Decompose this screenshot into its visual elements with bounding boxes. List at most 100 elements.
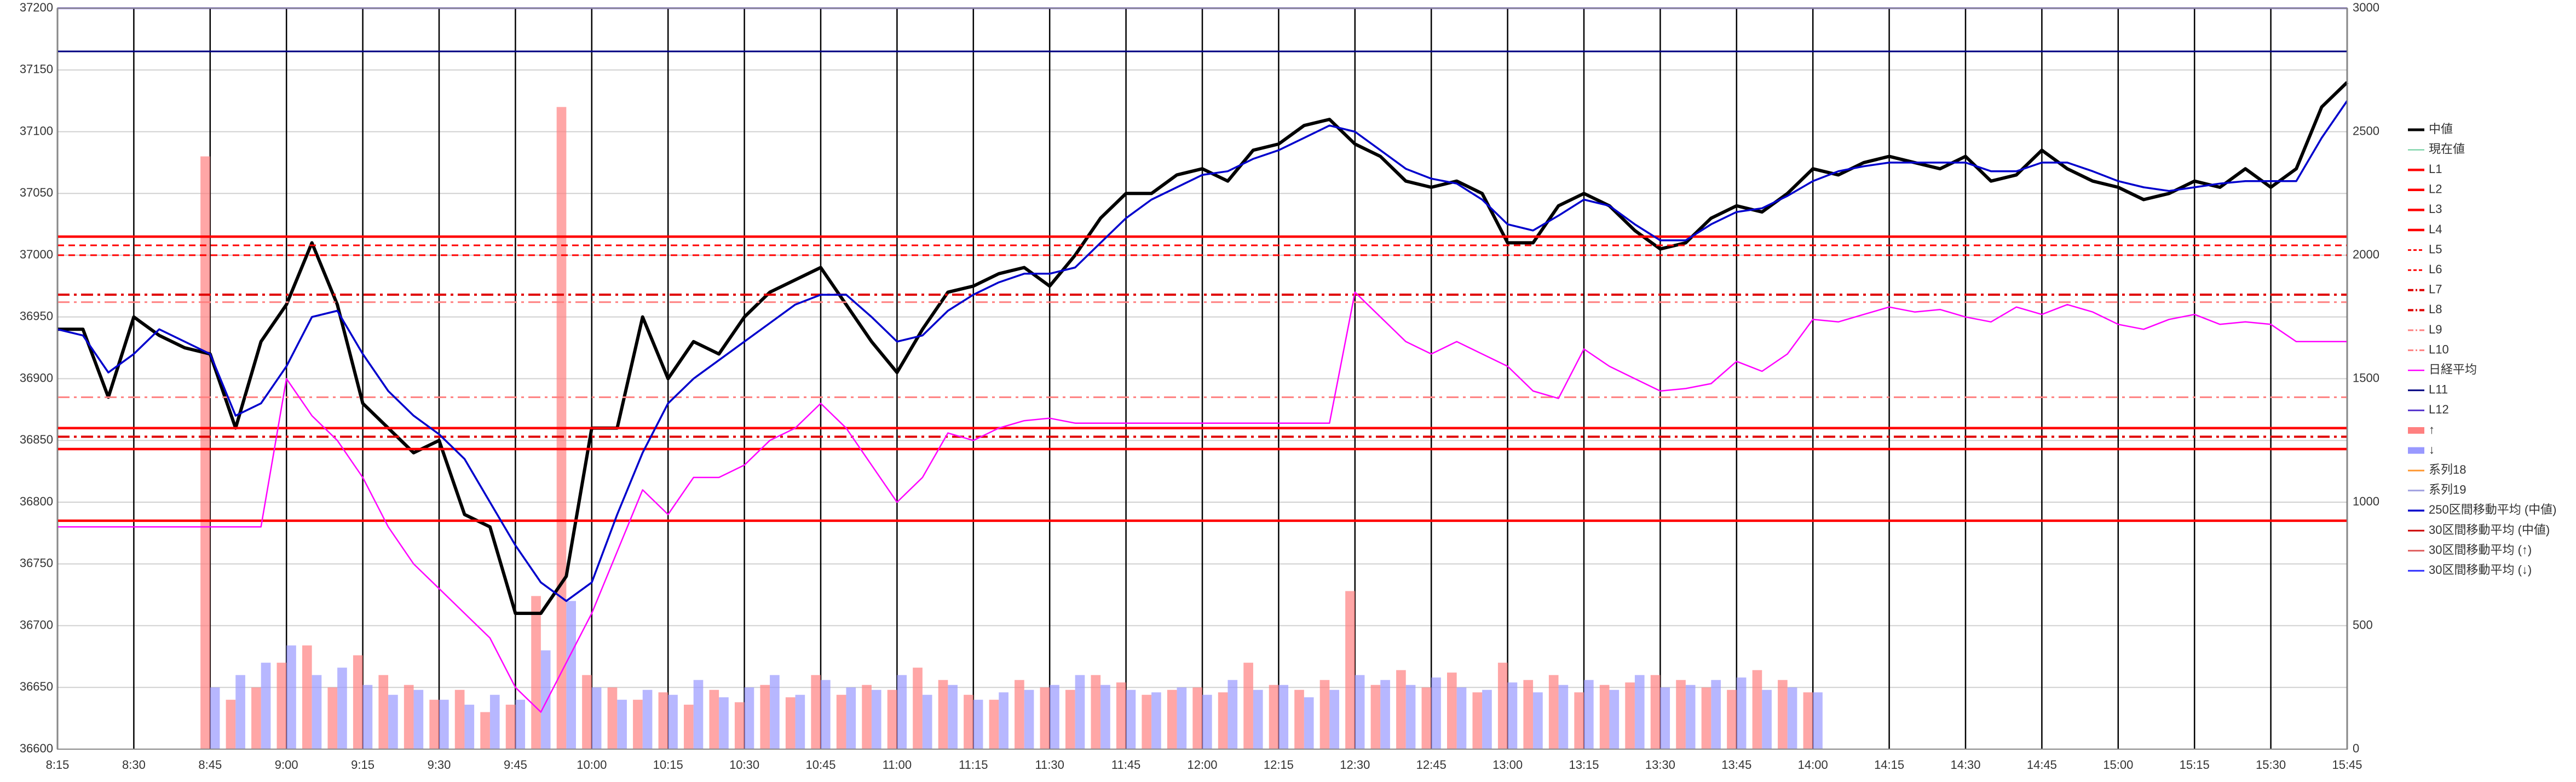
volume-bar: [693, 680, 704, 749]
volume-bar: [1015, 680, 1024, 749]
volume-bar: [973, 699, 983, 749]
volume-bar: [1548, 675, 1559, 749]
volume-bar: [1319, 680, 1330, 749]
series-line: [57, 100, 2348, 602]
y-tick-label: 37150: [20, 62, 53, 76]
volume-bar: [1167, 689, 1177, 749]
volume-bar: [1405, 685, 1416, 749]
legend-label: 30区間移動平均 (↑): [2429, 543, 2532, 556]
legend-label: L8: [2429, 302, 2442, 316]
legend-label: L9: [2429, 323, 2442, 336]
volume-bar: [1278, 685, 1289, 749]
volume-bar: [531, 596, 541, 749]
volume-bar: [429, 699, 439, 749]
volume-bar: [719, 697, 729, 749]
series-line: [57, 81, 2349, 615]
x-tick-label: 12:15: [1264, 758, 1294, 772]
volume-bar: [1533, 692, 1543, 749]
volume-bar: [362, 685, 373, 749]
x-tick-label: 15:00: [2103, 758, 2133, 772]
legend-label: L7: [2429, 283, 2442, 296]
y-tick-label: 36800: [20, 495, 53, 508]
x-tick-label: 10:45: [805, 758, 835, 772]
volume-bar: [276, 663, 287, 749]
volume-bar: [1142, 694, 1152, 749]
volume-bar: [999, 692, 1008, 749]
x-tick-label: 14:15: [1874, 758, 1904, 772]
volume-bar: [251, 687, 261, 749]
legend-label: 30区間移動平均 (中値): [2429, 523, 2550, 537]
legend-label: L5: [2429, 242, 2442, 256]
volume-bar: [210, 687, 220, 749]
y2-tick-label: 2000: [2353, 248, 2379, 261]
axis-layer: 36600 36650 36700 36750 36800 36850 36900 36950…: [20, 1, 2379, 772]
volume-bar: [454, 689, 465, 749]
volume-bar: [1329, 689, 1339, 749]
volume-bar: [1762, 689, 1772, 749]
y-tick-label: 36850: [20, 433, 53, 446]
y-tick-label: 37200: [20, 1, 53, 14]
volume-bar: [617, 699, 627, 749]
x-tick-label: 13:15: [1569, 758, 1599, 772]
volume-bar: [302, 645, 312, 749]
series-line: [57, 291, 2347, 713]
volume-bar: [642, 689, 653, 749]
y2-tick-label: 500: [2353, 618, 2373, 631]
y-tick-label: 36700: [20, 618, 53, 631]
legend-label: 中値: [2429, 122, 2453, 136]
x-tick-label: 8:30: [122, 758, 146, 772]
volume-bar: [948, 685, 958, 749]
legend-label: L2: [2429, 182, 2442, 196]
volume-bar: [1380, 680, 1390, 749]
volume-bar: [261, 663, 271, 749]
volume-bar: [744, 687, 754, 749]
volume-bar: [1269, 685, 1279, 749]
y2-tick-label: 1000: [2353, 495, 2379, 508]
volume-bar: [226, 699, 236, 749]
volume-bar: [1482, 689, 1492, 749]
legend-label: L10: [2429, 342, 2449, 356]
volume-bar: [1625, 682, 1635, 749]
legend-label: 現在値: [2429, 142, 2465, 156]
y-tick-label: 37000: [20, 248, 53, 261]
volume-bar: [540, 650, 551, 749]
volume-bar: [480, 712, 490, 749]
volume-bar: [1599, 685, 1610, 749]
volume-bar: [505, 704, 516, 749]
x-tick-label: 12:30: [1340, 758, 1370, 772]
legend-label: ↓: [2429, 442, 2435, 456]
x-tick-label: 9:00: [275, 758, 298, 772]
x-tick-label: 12:45: [1416, 758, 1447, 772]
x-tick-label: 13:45: [1721, 758, 1751, 772]
volume-bar: [1660, 687, 1670, 749]
legend-label: 250区間移動平均 (中値): [2429, 503, 2556, 516]
volume-bar: [760, 685, 770, 749]
volume-bar: [1151, 692, 1161, 749]
volume-bar: [1431, 677, 1441, 749]
volume-bar: [1523, 680, 1534, 749]
volume-bar: [836, 694, 846, 749]
x-tick-label: 15:45: [2332, 758, 2362, 772]
legend-swatch: [2408, 427, 2424, 434]
volume-bar: [1634, 675, 1645, 749]
volume-bar: [1701, 687, 1711, 749]
y2-tick-label: 2500: [2353, 124, 2379, 137]
legend-label: L12: [2429, 403, 2449, 416]
x-tick-label: 10:15: [653, 758, 683, 772]
x-tick-label: 15:15: [2180, 758, 2210, 772]
volume-bar: [897, 675, 907, 749]
legend-label: L6: [2429, 262, 2442, 276]
volume-bar: [1304, 697, 1314, 749]
volume-bar: [913, 668, 923, 749]
volume-bar: [200, 156, 210, 750]
volume-bar: [709, 689, 719, 749]
volume-bar: [1421, 687, 1432, 749]
x-tick-label: 15:30: [2256, 758, 2286, 772]
volume-bar: [286, 645, 296, 749]
volume-bar: [1050, 685, 1059, 749]
volume-bar: [1497, 663, 1508, 749]
volume-bar: [1192, 687, 1202, 749]
y-tick-label: 36950: [20, 309, 53, 323]
volume-bar: [1370, 685, 1381, 749]
